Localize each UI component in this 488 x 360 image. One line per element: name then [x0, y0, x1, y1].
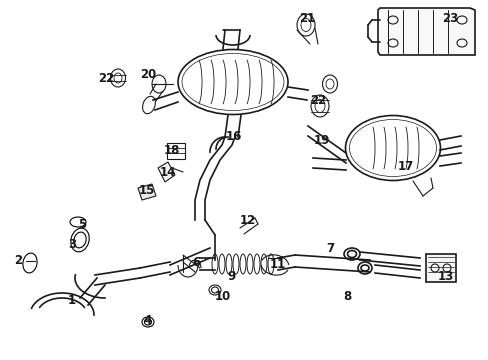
Text: 13: 13	[437, 270, 453, 283]
Text: 11: 11	[269, 257, 285, 270]
Bar	[167, 143, 184, 159]
Text: 5: 5	[78, 217, 86, 230]
Text: 14: 14	[160, 166, 176, 179]
Text: 22: 22	[98, 72, 114, 85]
Text: 7: 7	[325, 242, 333, 255]
Text: 18: 18	[163, 144, 180, 157]
Text: 8: 8	[342, 289, 350, 302]
Text: 12: 12	[240, 213, 256, 226]
Polygon shape	[158, 162, 175, 182]
Text: 22: 22	[309, 94, 325, 107]
Text: 15: 15	[139, 184, 155, 198]
Bar	[425, 254, 455, 282]
Text: 1: 1	[68, 294, 76, 307]
Text: 2: 2	[14, 255, 22, 267]
Polygon shape	[377, 8, 474, 55]
Polygon shape	[138, 184, 156, 200]
Text: 9: 9	[227, 270, 236, 283]
Text: 19: 19	[313, 134, 329, 147]
Text: 16: 16	[225, 130, 242, 144]
Text: 23: 23	[441, 12, 457, 24]
Text: 4: 4	[143, 315, 152, 328]
Text: 20: 20	[140, 68, 156, 81]
Text: 3: 3	[68, 238, 76, 251]
Text: 6: 6	[191, 256, 200, 269]
Text: 17: 17	[397, 161, 413, 174]
Text: 21: 21	[298, 12, 314, 24]
Text: 10: 10	[214, 289, 231, 302]
